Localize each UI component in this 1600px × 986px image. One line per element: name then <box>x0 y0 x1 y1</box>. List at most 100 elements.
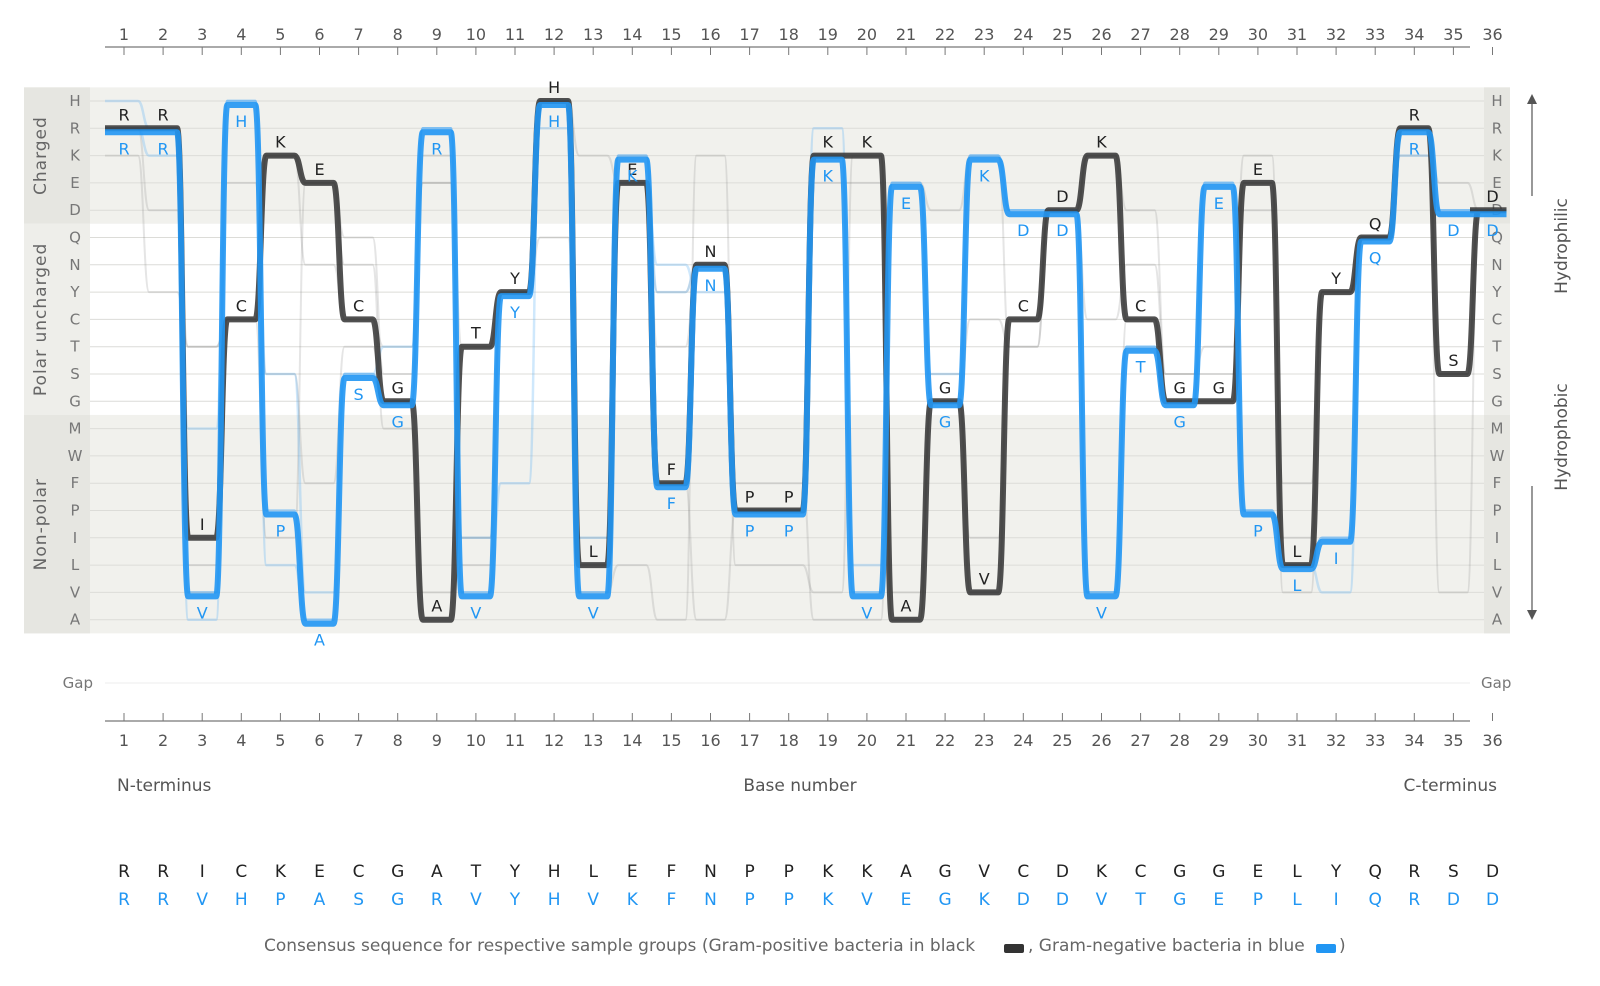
x-tick-label-bottom-29: 29 <box>1209 731 1229 750</box>
caption-middle: , Gram-negative bacteria in blue <box>1028 936 1305 956</box>
consensus-black-15: F <box>667 862 677 882</box>
x-tick-label-bottom-20: 20 <box>857 731 877 750</box>
consensus-black-27: C <box>1135 862 1147 882</box>
consensus-black-6: E <box>314 862 325 882</box>
x-tick-label-bottom-5: 5 <box>275 731 285 750</box>
consensus-black-33: Q <box>1369 862 1382 882</box>
y-label-right-Y: Y <box>1491 283 1502 301</box>
point-label-blue-18: P <box>784 522 794 541</box>
x-tick-label-top-15: 15 <box>661 25 681 44</box>
consensus-black-10: T <box>470 862 482 882</box>
consensus-black-32: Y <box>1330 862 1342 882</box>
y-label-left-S: S <box>70 365 80 383</box>
point-label-blue-4: H <box>235 112 247 131</box>
point-label-blue-19: K <box>823 167 834 186</box>
x-tick-label-top-5: 5 <box>275 25 285 44</box>
grid-layer: H HR RK KE ED DQ QN NY YC CT TS SG GM MW WF FP PI IL LV VA A… <box>63 92 1512 692</box>
x-tick-label-bottom-13: 13 <box>583 731 603 750</box>
point-label-black-34: R <box>1409 105 1420 124</box>
point-label-black-13: L <box>589 542 598 561</box>
y-label-right-N: N <box>1491 256 1502 274</box>
y-label-left-P: P <box>70 502 79 520</box>
group-label-bg-charged <box>24 87 90 224</box>
x-tick-label-bottom-26: 26 <box>1091 731 1111 750</box>
x-tick-label-top-32: 32 <box>1326 25 1346 44</box>
point-label-black-16: N <box>705 242 717 261</box>
point-label-black-30: E <box>1253 160 1263 179</box>
x-tick-label-bottom-14: 14 <box>622 731 642 750</box>
point-label-black-23: V <box>979 569 990 588</box>
consensus-blue-24: D <box>1017 890 1030 910</box>
right-axis-top-label: Hydrophilic <box>1552 198 1572 294</box>
point-label-black-18: P <box>784 488 794 507</box>
x-tick-label-top-28: 28 <box>1170 25 1190 44</box>
point-label-blue-1: R <box>118 139 129 158</box>
point-label-black-31: L <box>1293 542 1302 561</box>
right-axis-label-mask <box>1521 196 1543 486</box>
y-label-left-R: R <box>70 119 80 137</box>
group-label-charged: Charged <box>31 116 51 195</box>
consensus-blue-3: V <box>196 890 208 910</box>
point-label-black-3: I <box>200 515 205 534</box>
consensus-black-3: I <box>200 862 205 882</box>
point-label-black-33: Q <box>1369 215 1382 234</box>
point-label-blue-36: D <box>1486 221 1498 240</box>
x-tick-label-top-24: 24 <box>1013 25 1033 44</box>
x-tick-label-bottom-36: 36 <box>1482 731 1502 750</box>
consensus-black-20: K <box>861 862 873 882</box>
x-tick-label-bottom-11: 11 <box>505 731 525 750</box>
group-label-bg-polar-uncharged <box>24 223 90 415</box>
x-tick-label-bottom-31: 31 <box>1287 731 1307 750</box>
point-label-black-17: P <box>745 488 755 507</box>
y-label-right-T: T <box>1491 338 1502 356</box>
y-label-right-C: C <box>1492 310 1502 328</box>
point-label-black-21: A <box>901 597 912 616</box>
consensus-black-13: L <box>588 862 598 882</box>
caption-suffix: ) <box>1339 936 1346 956</box>
consensus-blue-18: P <box>784 890 794 910</box>
point-label-blue-9: R <box>431 139 442 158</box>
point-label-blue-3: V <box>197 603 208 622</box>
x-tick-label-bottom-2: 2 <box>158 731 168 750</box>
consensus-blue-10: V <box>470 890 482 910</box>
point-label-black-6: E <box>314 160 324 179</box>
point-label-blue-8: G <box>391 412 403 431</box>
x-tick-label-bottom-9: 9 <box>432 731 442 750</box>
x-axis-title: Base number <box>743 776 856 796</box>
x-tick-label-top-9: 9 <box>432 25 442 44</box>
point-label-black-14: E <box>627 160 637 179</box>
x-tick-label-top-36: 36 <box>1482 25 1502 44</box>
series-lines <box>105 98 1507 627</box>
y-label-right-Q: Q <box>1491 229 1503 247</box>
consensus-blue-4: H <box>235 890 248 910</box>
consensus-black-22: G <box>939 862 952 882</box>
x-tick-label-top-14: 14 <box>622 25 642 44</box>
consensus-blue-31: L <box>1292 890 1302 910</box>
y-label-left-H: H <box>69 92 80 110</box>
x-tick-label-top-6: 6 <box>314 25 324 44</box>
x-tick-label-bottom-24: 24 <box>1013 731 1033 750</box>
x-tick-label-bottom-18: 18 <box>779 731 799 750</box>
point-label-black-22: G <box>939 378 951 397</box>
x-tick-label-bottom-16: 16 <box>700 731 720 750</box>
group-right-bg-charged <box>1484 87 1510 224</box>
y-label-right-H: H <box>1491 92 1502 110</box>
consensus-blue-9: R <box>431 890 443 910</box>
point-label-black-1: R <box>118 105 129 124</box>
consensus-blue-22: G <box>939 890 952 910</box>
x-tick-label-bottom-28: 28 <box>1170 731 1190 750</box>
x-tick-label-top-22: 22 <box>935 25 955 44</box>
consensus-black-1: R <box>118 862 130 882</box>
consensus-blue-17: P <box>744 890 754 910</box>
consensus-blue-25: D <box>1056 890 1069 910</box>
y-label-left-F: F <box>71 474 80 492</box>
group-right-bg-polar-uncharged <box>1484 223 1510 415</box>
point-label-blue-34: R <box>1409 139 1420 158</box>
y-label-right-S: S <box>1492 365 1502 383</box>
point-label-black-7: C <box>353 296 364 315</box>
consensus-black-19: K <box>822 862 834 882</box>
right-axis-arrow-down-icon <box>1527 610 1537 620</box>
point-label-blue-20: V <box>861 603 872 622</box>
x-tick-label-bottom-10: 10 <box>466 731 486 750</box>
y-label-right-G: G <box>1491 392 1503 410</box>
